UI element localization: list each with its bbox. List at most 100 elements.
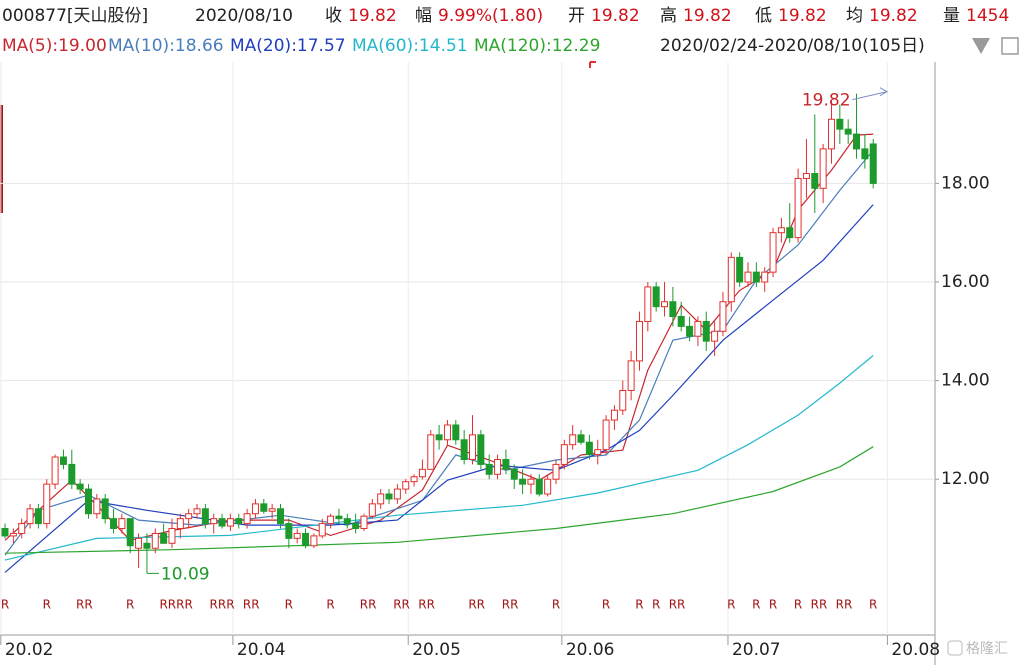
candle-body [827,118,835,150]
candle-body [260,503,268,512]
candle-body [669,301,677,318]
dropdown-icon[interactable] [972,38,990,54]
candle-body [460,439,468,460]
candle-body [794,177,802,239]
y-tick-label: 16.00 [941,272,990,292]
stock-title: 000877[天山股份] [2,6,148,26]
candle-body [243,513,251,525]
r-marker: R [844,598,852,612]
r-marker: R [76,598,84,612]
candle-body [335,515,343,520]
candle-body [51,456,59,485]
r-marker: R [669,598,677,612]
candle-body [661,301,669,308]
high-arrowhead [879,87,889,97]
r-marker: R [510,598,518,612]
candle-body [318,523,326,537]
candle-body [819,148,827,189]
candle-body [485,463,493,475]
field-label: 均 [846,6,863,26]
r-marker: R [402,598,410,612]
watermark-logo [947,640,963,656]
candle-body [84,488,92,515]
r-marker: R [652,598,660,612]
field-value: 9.99%(1.80) [438,6,543,26]
candle-body [268,508,276,512]
r-marker: R [326,598,334,612]
candle-body [744,271,752,283]
r-marker: R [210,598,218,612]
x-tick-label: 20.08 [891,640,940,660]
field-label: 开 [568,6,585,26]
candle-body [110,518,118,530]
candle-body [302,532,310,547]
candle-body [443,424,451,441]
candle-body [786,227,794,239]
legend-entry: MA(10):18.66 [108,36,224,56]
ma-line [4,355,874,561]
candle-body [569,434,577,446]
r-marker: R [84,598,92,612]
field-value: 19.82 [869,6,918,26]
field-label: 高 [660,6,677,26]
candle-body [18,523,26,534]
candle-body [761,271,769,283]
candle-body [385,493,393,500]
candle-body [193,508,201,515]
r-marker: R [368,598,376,612]
y-tick-label: 12.00 [941,469,990,489]
candle-body [360,515,368,530]
r-marker: R [677,598,685,612]
candle-body [502,458,510,470]
field-label: 幅 [415,6,432,26]
candle-body [26,508,34,525]
candle-body [1,528,9,537]
candle-body [93,498,101,515]
field-value: 19.82 [348,6,397,26]
r-marker: R [43,598,51,612]
field-value: 19.82 [778,6,827,26]
candle-body [210,518,218,525]
candle-body [201,508,209,525]
candle-body [310,535,318,547]
x-tick-label: 20.07 [732,640,781,660]
r-marker: R [769,598,777,612]
candle-body [535,478,543,495]
r-marker: R [1,598,9,612]
candle-body [869,143,877,184]
r-marker: R [218,598,226,612]
x-tick-label: 20.04 [237,640,286,660]
candle-body [469,434,477,460]
candle-body [527,478,535,485]
candle-body [686,325,694,337]
r-marker: R [418,598,426,612]
candle-body [777,227,785,234]
r-marker: R [502,598,510,612]
settings-icon[interactable] [1001,37,1019,55]
field-label: 收 [325,6,342,26]
r-marker: R [794,598,802,612]
y-tick-label: 14.00 [941,371,990,391]
r-marker: R [836,598,844,612]
candle-body [769,232,777,273]
low-label: 10.09 [161,564,210,584]
r-marker: R [251,598,259,612]
candle-body [185,513,193,520]
candle-body [160,532,168,544]
candle-body [76,483,84,490]
candle-body [277,508,284,525]
candle-body [594,449,602,456]
candle-body [861,148,869,160]
candle-body [560,444,568,465]
candle-body [135,537,143,549]
x-tick-label: 20.02 [5,640,54,660]
r-marker: R [869,598,877,612]
candle-body [251,503,259,515]
candle-body [853,133,861,150]
r-marker: R [226,598,234,612]
x-tick-label: 20.05 [412,640,461,660]
candle-body [176,518,184,530]
y-tick-label: 18.00 [941,173,990,193]
candle-body [727,256,735,303]
